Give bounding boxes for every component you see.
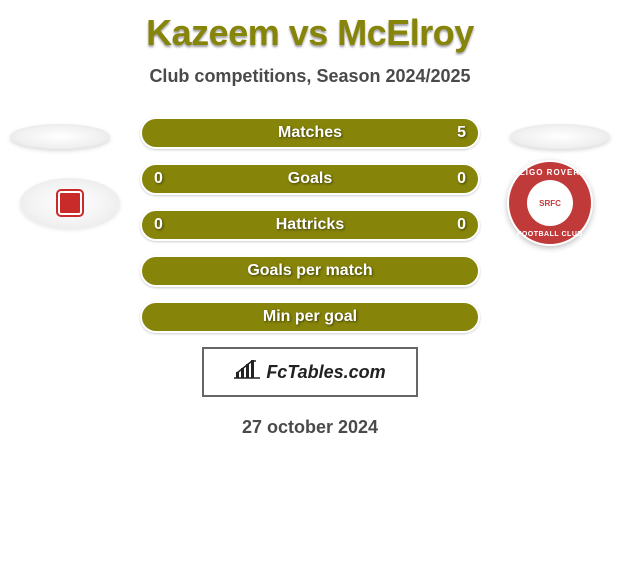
club-right-badge: SLIGO ROVERS SRFC FOOTBALL CLUB xyxy=(500,178,600,228)
page-title: Kazeem vs McElroy xyxy=(0,0,620,54)
page-subtitle: Club competitions, Season 2024/2025 xyxy=(0,66,620,87)
stat-row-hattricks: 0 Hattricks 0 xyxy=(140,209,480,241)
club-left-crest-icon xyxy=(58,191,82,215)
stat-label: Min per goal xyxy=(263,308,357,326)
stat-row-matches: Matches 5 xyxy=(140,117,480,149)
stat-right-value: 5 xyxy=(457,124,466,142)
stat-label: Matches xyxy=(278,124,342,142)
club-right-name-bottom: FOOTBALL CLUB xyxy=(509,231,591,238)
brand-name: FcTables.com xyxy=(266,362,385,383)
player-left-avatar xyxy=(10,124,110,149)
stat-row-goals-per-match: Goals per match xyxy=(140,255,480,287)
stat-right-value: 0 xyxy=(457,216,466,234)
club-left-badge xyxy=(20,178,120,228)
stat-left-value: 0 xyxy=(154,216,163,234)
stat-label: Goals per match xyxy=(247,262,372,280)
player-right-avatar xyxy=(510,124,610,149)
stat-label: Hattricks xyxy=(276,216,344,234)
chart-bar-icon xyxy=(234,360,260,385)
stat-right-value: 0 xyxy=(457,170,466,188)
stat-row-min-per-goal: Min per goal xyxy=(140,301,480,333)
stat-left-value: 0 xyxy=(154,170,163,188)
stat-row-goals: 0 Goals 0 xyxy=(140,163,480,195)
club-right-name-top: SLIGO ROVERS xyxy=(509,168,591,177)
stats-container: Matches 5 0 Goals 0 0 Hattricks 0 Goals … xyxy=(140,117,480,333)
stat-label: Goals xyxy=(288,170,332,188)
club-right-crest-icon: SRFC xyxy=(527,180,573,226)
footer-date: 27 october 2024 xyxy=(0,417,620,438)
brand-banner: FcTables.com xyxy=(202,347,418,397)
